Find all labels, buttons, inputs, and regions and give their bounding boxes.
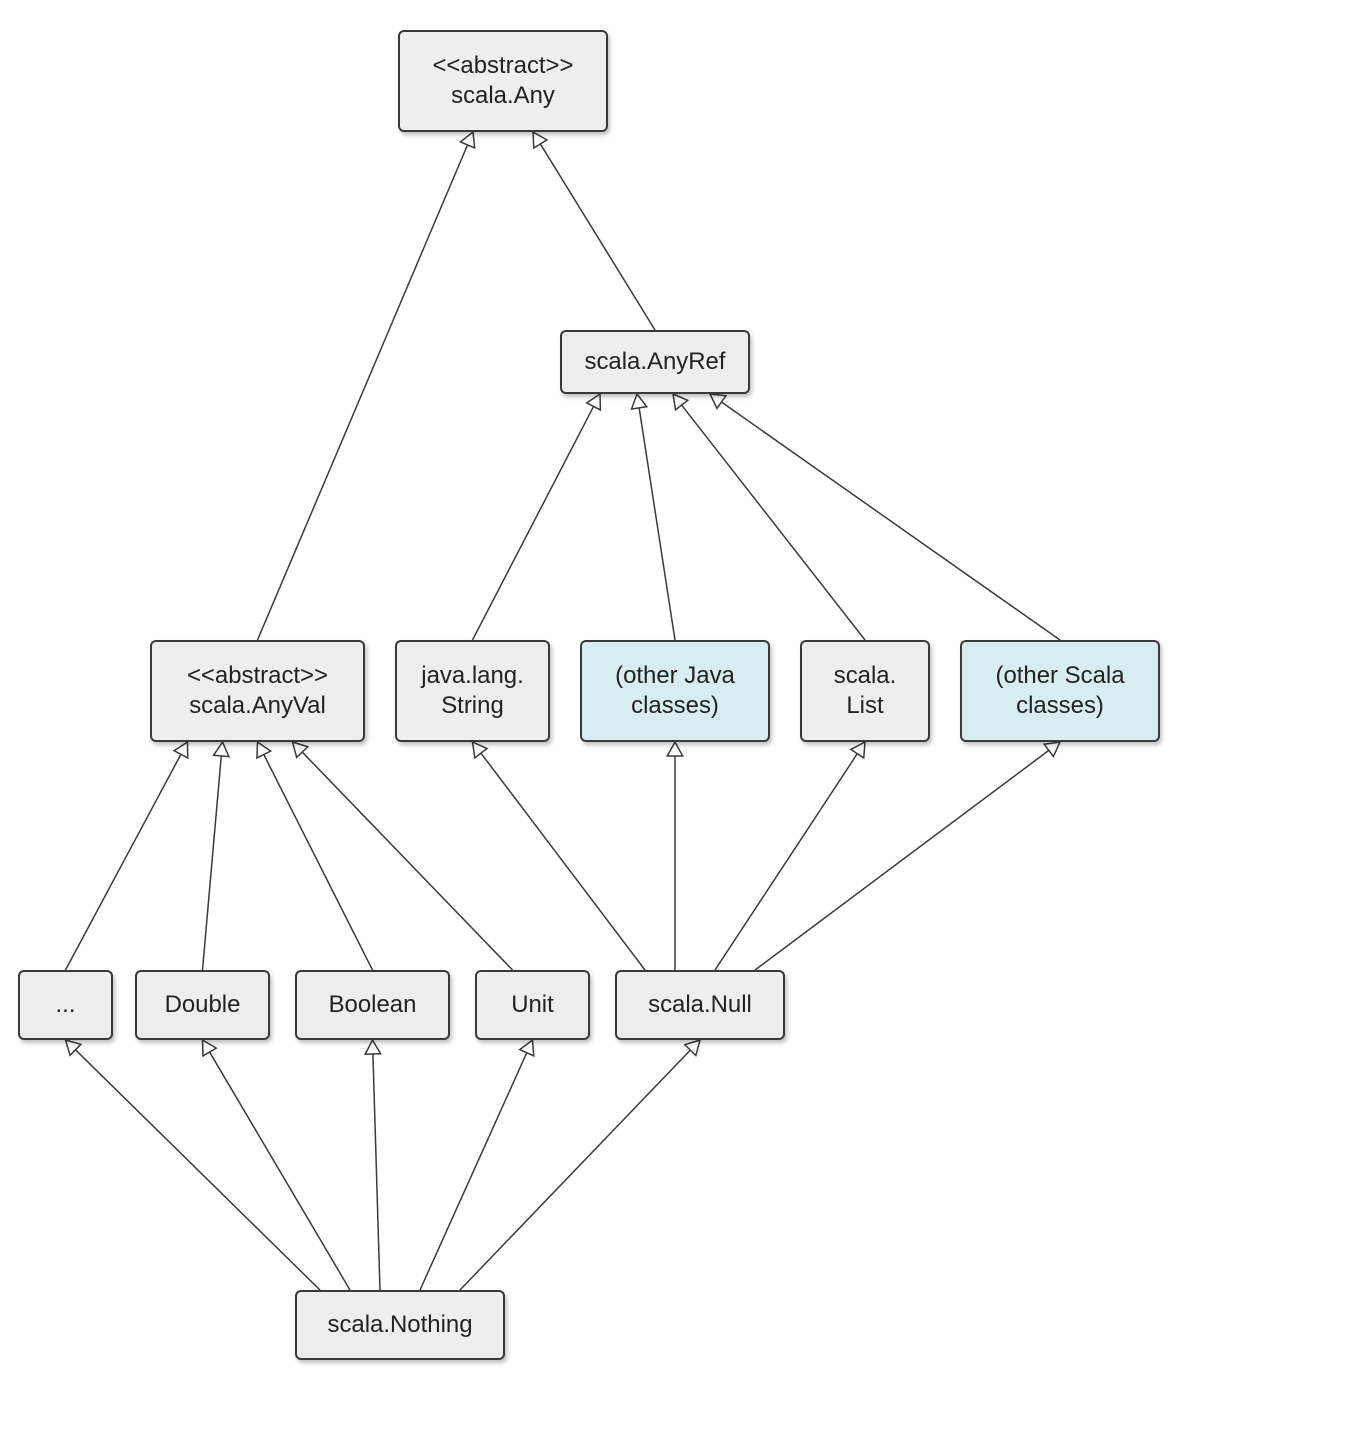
edge-jstring-to-anyref (473, 406, 594, 640)
diagram-canvas: <<abstract>>scala.Anyscala.AnyRef<<abstr… (0, 0, 1369, 1444)
arrowhead-icon (473, 742, 488, 758)
node-anyref: scala.AnyRef (560, 330, 750, 394)
arrowhead-icon (673, 394, 688, 410)
edge-otherscala-to-anyref (721, 402, 1060, 640)
edge-otherjava-to-anyref (639, 408, 675, 640)
edge-nothing-to-unit (420, 1053, 527, 1290)
node-anyval: <<abstract>>scala.AnyVal (150, 640, 365, 742)
node-otherjava-line: (other Java (615, 661, 735, 691)
arrowhead-icon (632, 394, 647, 409)
node-otherscala-line: (other Scala (995, 661, 1124, 691)
node-jstring-line: String (441, 691, 504, 721)
edge-unit-to-anyval (302, 752, 512, 970)
node-nothing-line: scala.Nothing (327, 1310, 472, 1340)
arrowhead-icon (685, 1040, 700, 1055)
edge-anyref-to-any (540, 144, 655, 330)
arrowhead-icon (533, 132, 547, 148)
arrowhead-icon (203, 1040, 217, 1056)
edge-scalanull-to-otherscala (755, 750, 1049, 970)
edge-nothing-to-boolean (373, 1054, 380, 1290)
node-dots-line: ... (56, 990, 76, 1020)
node-scalalist: scala.List (800, 640, 930, 742)
edge-double-to-anyval (203, 756, 222, 970)
edge-dots-to-anyval (66, 754, 181, 970)
edge-nothing-to-dots (75, 1050, 320, 1290)
edge-scalalist-to-anyref (682, 405, 865, 640)
arrowhead-icon (257, 742, 271, 758)
node-double: Double (135, 970, 270, 1040)
arrowhead-icon (587, 394, 601, 410)
node-otherjava-line: classes) (631, 691, 719, 721)
node-anyval-line: scala.AnyVal (189, 691, 326, 721)
edge-boolean-to-anyval (264, 755, 373, 971)
node-any-line: scala.Any (451, 81, 555, 111)
node-scalanull-line: scala.Null (648, 990, 752, 1020)
node-unit-line: Unit (511, 990, 554, 1020)
arrowhead-icon (460, 132, 474, 148)
node-scalalist-line: scala. (834, 661, 897, 691)
arrowhead-icon (365, 1040, 380, 1054)
arrowhead-icon (667, 742, 682, 756)
arrowhead-icon (520, 1040, 534, 1056)
node-any-line: <<abstract>> (432, 51, 573, 81)
arrowhead-icon (214, 742, 229, 757)
node-anyref-line: scala.AnyRef (584, 347, 725, 377)
arrowhead-icon (710, 394, 726, 408)
node-any: <<abstract>>scala.Any (398, 30, 608, 132)
arrowhead-icon (851, 742, 865, 758)
node-double-line: Double (165, 990, 241, 1020)
edge-anyval-to-any (258, 145, 468, 640)
arrowhead-icon (66, 1040, 81, 1055)
edge-scalanull-to-scalalist (715, 754, 857, 970)
arrowhead-icon (293, 742, 308, 757)
node-jstring: java.lang.String (395, 640, 550, 742)
node-boolean: Boolean (295, 970, 450, 1040)
edge-nothing-to-scalanull (460, 1050, 690, 1290)
node-otherjava: (other Javaclasses) (580, 640, 770, 742)
node-otherscala: (other Scalaclasses) (960, 640, 1160, 742)
edge-nothing-to-double (210, 1052, 350, 1290)
node-jstring-line: java.lang. (421, 661, 523, 691)
node-nothing: scala.Nothing (295, 1290, 505, 1360)
node-anyval-line: <<abstract>> (187, 661, 328, 691)
node-scalanull: scala.Null (615, 970, 785, 1040)
node-otherscala-line: classes) (1016, 691, 1104, 721)
edge-scalanull-to-jstring (481, 753, 645, 970)
node-unit: Unit (475, 970, 590, 1040)
node-scalalist-line: List (846, 691, 883, 721)
arrowhead-icon (1044, 742, 1060, 757)
node-dots: ... (18, 970, 113, 1040)
node-boolean-line: Boolean (329, 990, 417, 1020)
arrowhead-icon (174, 742, 188, 758)
